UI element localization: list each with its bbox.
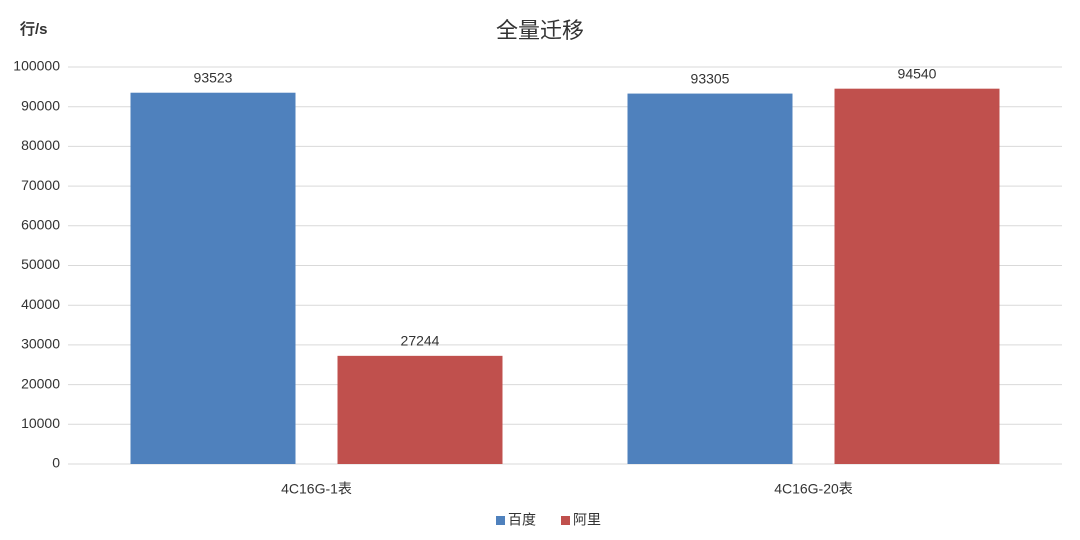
data-label: 93523 [194,69,233,85]
x-tick-label: 4C16G-1表 [281,481,352,497]
y-tick-label: 30000 [21,336,60,352]
y-tick-label: 60000 [21,217,60,233]
bar [627,93,793,464]
y-tick-label: 40000 [21,296,60,312]
bar [834,88,1000,464]
y-tick-label: 100000 [13,58,60,74]
chart-title: 全量迁移 [496,18,584,43]
y-tick-label: 90000 [21,97,60,113]
bar [337,355,503,464]
legend-swatch [496,516,505,525]
y-tick-label: 70000 [21,177,60,193]
y-tick-label: 0 [52,455,60,471]
bar [130,92,296,465]
data-label: 94540 [898,65,937,81]
legend-label: 百度 [508,512,536,528]
legend-swatch [561,516,570,525]
y-tick-label: 20000 [21,375,60,391]
y-tick-label: 10000 [21,415,60,431]
y-axis-label: 行/s [19,20,48,38]
y-tick-label: 50000 [21,256,60,272]
legend-label: 阿里 [573,512,601,528]
x-tick-label: 4C16G-20表 [774,481,853,497]
y-tick-label: 80000 [21,137,60,153]
data-label: 27244 [401,333,440,349]
data-label: 93305 [691,70,730,86]
